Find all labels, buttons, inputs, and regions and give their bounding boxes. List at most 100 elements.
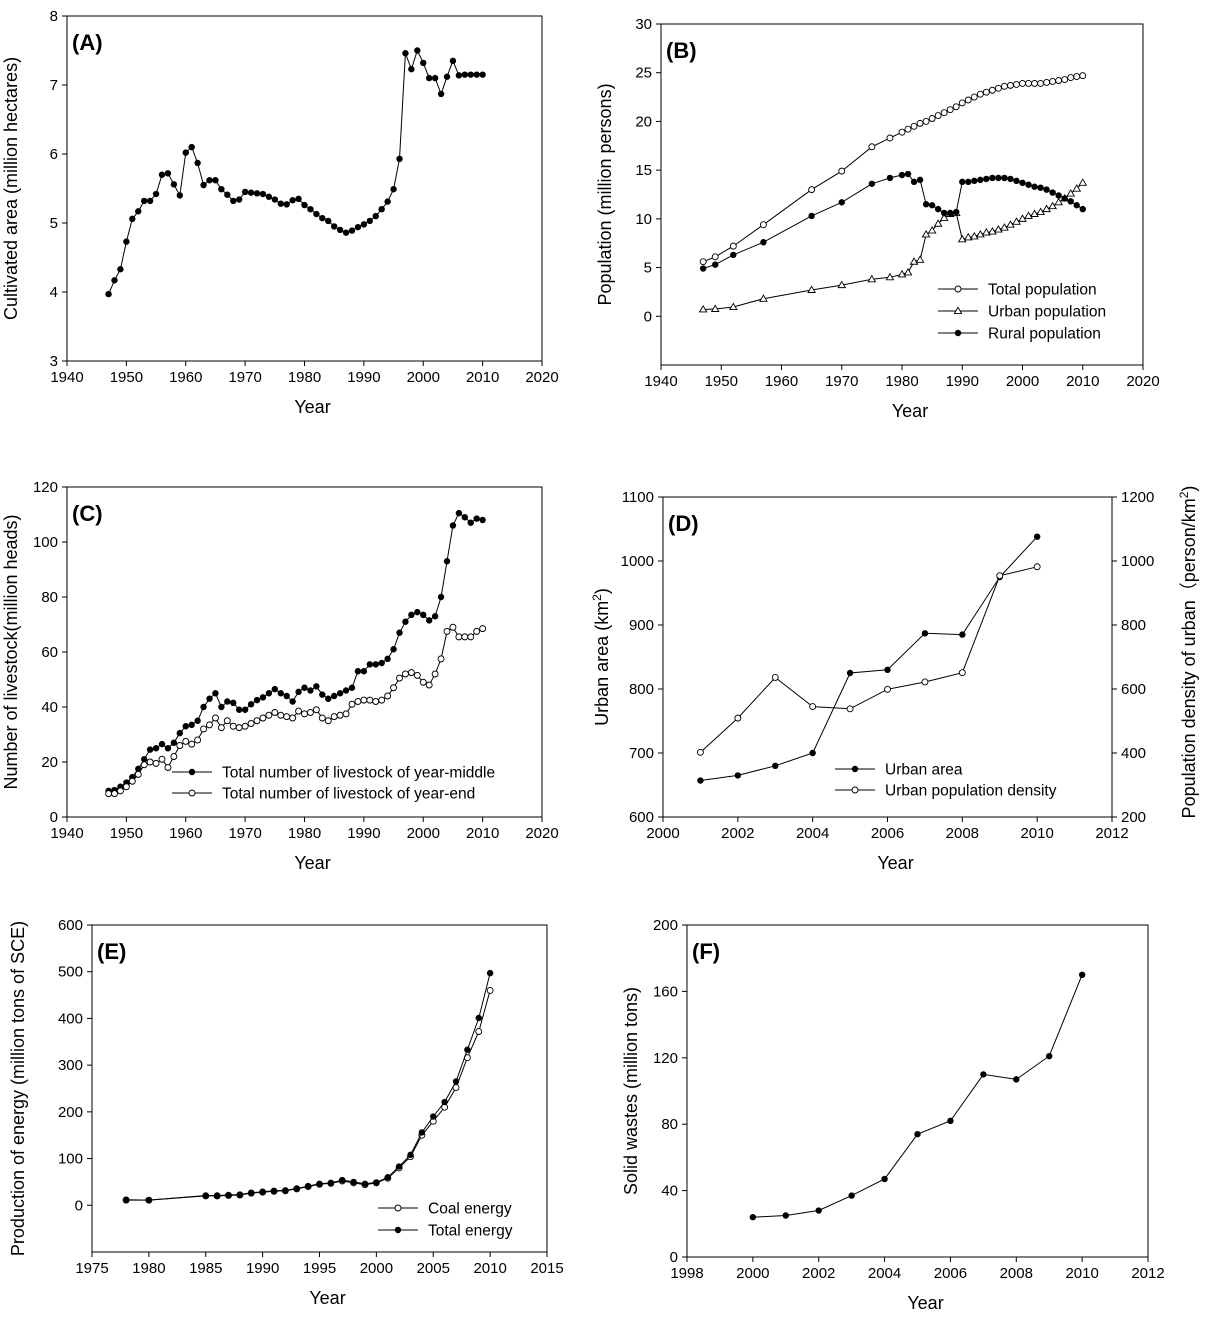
y-axis-label-text: Urban area (km bbox=[592, 601, 612, 726]
data-point bbox=[277, 200, 284, 207]
x-tick-label: 1940 bbox=[644, 373, 677, 390]
data-point bbox=[188, 740, 196, 748]
data-point bbox=[1037, 79, 1045, 87]
data-point bbox=[1000, 82, 1008, 90]
x-tick-label: 2010 bbox=[1065, 1265, 1098, 1282]
data-point bbox=[431, 74, 439, 82]
x-tick-label: 2015 bbox=[530, 1260, 563, 1277]
data-point bbox=[360, 668, 368, 675]
data-point bbox=[418, 1129, 426, 1136]
x-tick-label: 1960 bbox=[765, 373, 798, 390]
y-tick-label: 4 bbox=[50, 284, 58, 301]
y-right-tick-label: 1000 bbox=[1121, 553, 1154, 570]
data-point bbox=[211, 714, 219, 722]
plot-frame bbox=[66, 15, 543, 362]
data-point bbox=[697, 777, 704, 784]
data-point bbox=[218, 703, 225, 711]
data-point bbox=[200, 725, 208, 733]
x-tick-label: 1985 bbox=[189, 1260, 222, 1277]
y-right-tick-label: 200 bbox=[1121, 809, 1146, 826]
data-point bbox=[996, 572, 1004, 580]
data-point bbox=[283, 713, 291, 721]
data-point bbox=[940, 109, 948, 117]
data-point bbox=[884, 666, 891, 673]
data-point bbox=[235, 706, 243, 713]
x-tick-label: 1980 bbox=[885, 373, 918, 390]
series-urban-population bbox=[698, 178, 1088, 313]
data-point bbox=[868, 143, 876, 151]
y-tick-label: 100 bbox=[33, 534, 58, 551]
data-point bbox=[206, 177, 213, 184]
data-point bbox=[1006, 220, 1015, 228]
chart-panel-e: 1975 1980 1985 1990 1995 2000 2005 2010 2015 0 100… bbox=[8, 917, 564, 1308]
y-tick-label: 1100 bbox=[622, 489, 654, 506]
y-axis-label-end: ) bbox=[592, 588, 612, 594]
x-tick-label: 2000 bbox=[407, 825, 440, 842]
plot-frame bbox=[686, 924, 1149, 1258]
data-point bbox=[904, 170, 912, 178]
series-coal-energy bbox=[122, 986, 494, 1204]
data-point bbox=[348, 227, 356, 234]
data-point bbox=[461, 633, 469, 641]
data-point bbox=[122, 783, 130, 791]
data-point bbox=[441, 1098, 448, 1106]
y-tick-label: 60 bbox=[41, 644, 58, 661]
x-tick-label: 1960 bbox=[169, 825, 202, 842]
data-point bbox=[940, 209, 948, 217]
data-point bbox=[395, 1163, 403, 1170]
legend-label: Coal energy bbox=[428, 1201, 512, 1218]
legend: Total number of livestock of year-middle… bbox=[172, 765, 495, 803]
legend-label: Urban area bbox=[885, 762, 963, 779]
data-point bbox=[282, 1187, 289, 1194]
data-point bbox=[313, 210, 320, 218]
data-point bbox=[846, 669, 854, 677]
data-point bbox=[218, 185, 225, 193]
y-tick-label: 30 bbox=[635, 16, 652, 33]
data-point bbox=[1067, 74, 1075, 82]
data-point bbox=[283, 692, 290, 700]
data-point bbox=[414, 608, 421, 616]
data-point bbox=[146, 746, 154, 753]
data-point bbox=[307, 687, 314, 694]
data-point bbox=[223, 717, 231, 725]
data-point bbox=[1031, 183, 1038, 190]
data-point bbox=[116, 787, 124, 795]
data-point bbox=[928, 115, 936, 122]
x-tick-label: 2000 bbox=[360, 1260, 393, 1277]
data-point bbox=[413, 671, 421, 679]
data-point bbox=[164, 170, 172, 177]
data-point bbox=[117, 266, 124, 273]
data-point bbox=[128, 777, 136, 785]
x-tick-label: 1950 bbox=[110, 825, 143, 842]
data-point bbox=[390, 646, 397, 653]
series-line bbox=[108, 512, 483, 792]
data-point bbox=[123, 238, 130, 245]
data-point bbox=[134, 770, 142, 778]
y-tick-label: 15 bbox=[635, 162, 652, 179]
data-point bbox=[122, 1196, 130, 1203]
data-point bbox=[283, 201, 290, 208]
data-point bbox=[903, 267, 913, 276]
data-point bbox=[1049, 78, 1057, 85]
data-point bbox=[807, 285, 817, 293]
data-point bbox=[420, 59, 427, 67]
data-point bbox=[1078, 971, 1086, 978]
data-point bbox=[837, 280, 847, 289]
data-point bbox=[934, 112, 942, 120]
data-point bbox=[182, 737, 190, 745]
data-point bbox=[241, 722, 249, 730]
x-axis-label: Year bbox=[294, 397, 330, 417]
data-point bbox=[759, 221, 767, 229]
x-tick-label: 2010 bbox=[1020, 825, 1053, 842]
y-axis-label: Production of energy (million tons of SC… bbox=[8, 921, 28, 1256]
data-point bbox=[247, 701, 255, 708]
data-point bbox=[225, 1191, 232, 1199]
data-point bbox=[111, 277, 118, 284]
data-point bbox=[390, 684, 398, 692]
y-tick-label: 800 bbox=[629, 681, 654, 698]
data-point bbox=[1055, 192, 1062, 199]
data-point bbox=[312, 706, 320, 714]
x-tick-label: 2000 bbox=[646, 825, 679, 842]
series-line bbox=[126, 972, 491, 1201]
data-point bbox=[922, 117, 930, 125]
